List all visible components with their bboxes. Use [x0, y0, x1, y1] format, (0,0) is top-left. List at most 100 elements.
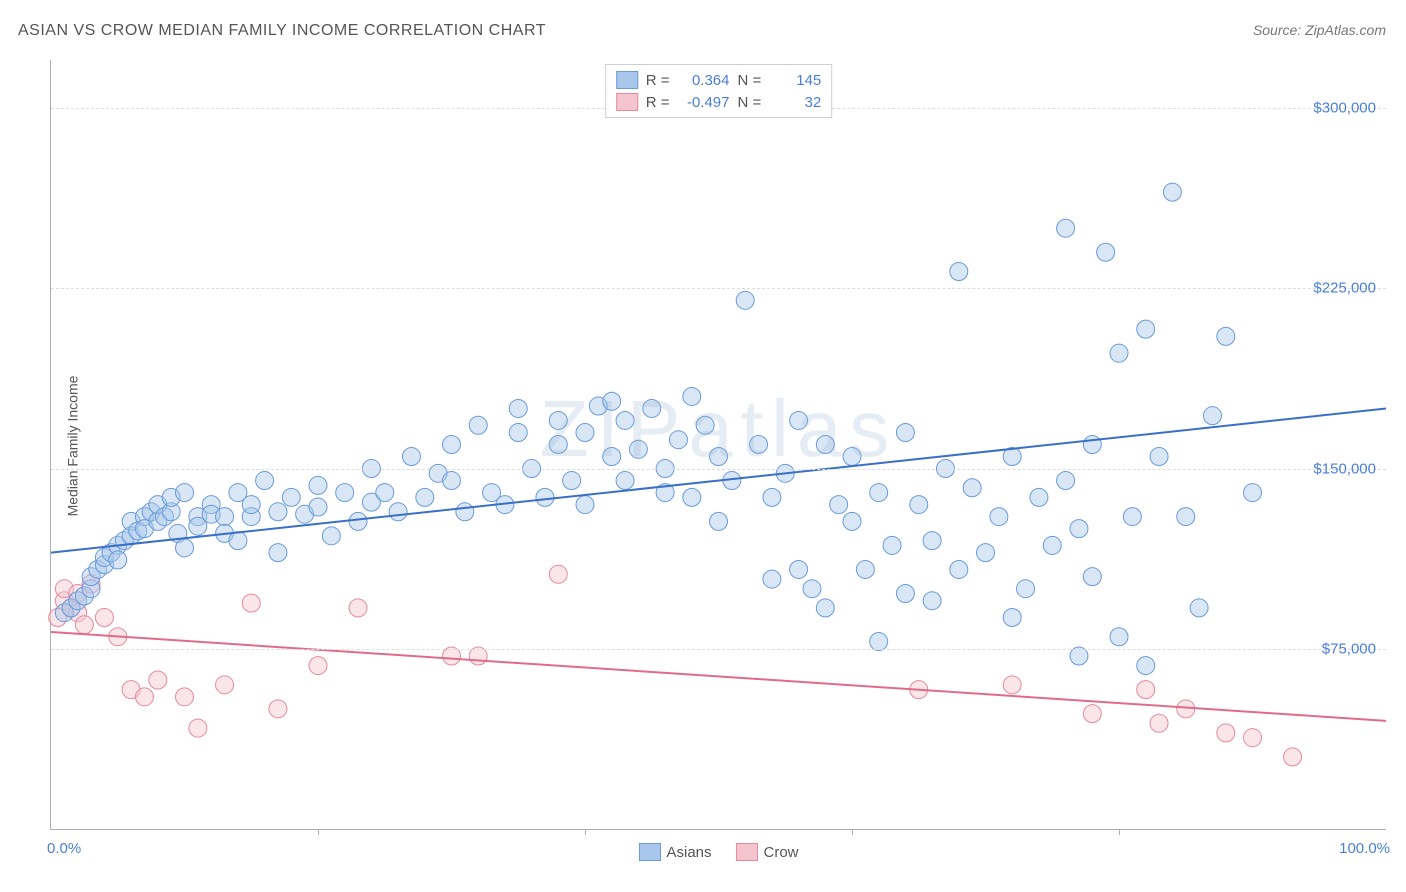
data-point: [1083, 436, 1101, 454]
data-point: [883, 536, 901, 554]
data-point: [990, 508, 1008, 526]
legend-item-asians: Asians: [638, 843, 711, 861]
data-point: [1003, 609, 1021, 627]
data-point: [950, 560, 968, 578]
correlation-legend: R = 0.364 N = 145 R = -0.497 N = 32: [605, 64, 833, 118]
data-point: [669, 431, 687, 449]
data-point: [763, 570, 781, 588]
r-label: R =: [646, 72, 670, 89]
data-point: [710, 512, 728, 530]
data-point: [1244, 729, 1262, 747]
data-point: [1043, 536, 1061, 554]
data-point: [803, 580, 821, 598]
gridline-h: [51, 469, 1386, 470]
data-point: [549, 565, 567, 583]
swatch-asians: [638, 843, 660, 861]
y-tick-label: $75,000: [1322, 640, 1376, 657]
trend-line: [51, 632, 1386, 721]
data-point: [1137, 657, 1155, 675]
data-point: [576, 496, 594, 514]
data-point: [1150, 714, 1168, 732]
data-point: [750, 436, 768, 454]
data-point: [629, 440, 647, 458]
x-tick: [318, 829, 319, 835]
data-point: [443, 436, 461, 454]
data-point: [1030, 488, 1048, 506]
data-point: [109, 551, 127, 569]
data-point: [1244, 484, 1262, 502]
data-point: [616, 472, 634, 490]
data-point: [763, 488, 781, 506]
data-point: [896, 584, 914, 602]
data-point: [509, 423, 527, 441]
n-label: N =: [738, 94, 762, 111]
data-point: [216, 508, 234, 526]
data-point: [549, 436, 567, 454]
data-point: [309, 476, 327, 494]
data-point: [242, 594, 260, 612]
data-point: [1110, 628, 1128, 646]
data-point: [616, 411, 634, 429]
data-point: [923, 592, 941, 610]
data-point: [282, 488, 300, 506]
data-point: [1083, 568, 1101, 586]
r-value-crow: -0.497: [678, 94, 730, 111]
gridline-h: [51, 649, 1386, 650]
data-point: [269, 544, 287, 562]
data-point: [843, 448, 861, 466]
source-name: ZipAtlas.com: [1305, 22, 1386, 38]
data-point: [176, 539, 194, 557]
data-point: [1110, 344, 1128, 362]
data-point: [1163, 183, 1181, 201]
legend-row-crow: R = -0.497 N = 32: [616, 91, 822, 113]
data-point: [1217, 724, 1235, 742]
data-point: [790, 560, 808, 578]
data-point: [563, 472, 581, 490]
series-legend: Asians Crow: [638, 843, 798, 861]
legend-label-crow: Crow: [764, 844, 799, 861]
swatch-crow: [736, 843, 758, 861]
source-attribution: Source: ZipAtlas.com: [1253, 22, 1386, 38]
data-point: [443, 472, 461, 490]
data-point: [536, 488, 554, 506]
data-point: [1284, 748, 1302, 766]
r-value-asians: 0.364: [678, 72, 730, 89]
data-point: [977, 544, 995, 562]
data-point: [309, 657, 327, 675]
data-point: [95, 609, 113, 627]
data-point: [963, 479, 981, 497]
data-point: [910, 496, 928, 514]
data-point: [269, 700, 287, 718]
data-point: [603, 448, 621, 466]
data-point: [75, 616, 93, 634]
data-point: [1217, 327, 1235, 345]
swatch-asians: [616, 71, 638, 89]
data-point: [389, 503, 407, 521]
data-point: [242, 496, 260, 514]
data-point: [1190, 599, 1208, 617]
chart-title: ASIAN VS CROW MEDIAN FAMILY INCOME CORRE…: [18, 22, 546, 40]
x-tick: [585, 829, 586, 835]
n-value-asians: 145: [769, 72, 821, 89]
data-point: [696, 416, 714, 434]
data-point: [736, 291, 754, 309]
x-tick: [852, 829, 853, 835]
data-point: [256, 472, 274, 490]
data-point: [176, 688, 194, 706]
n-value-crow: 32: [769, 94, 821, 111]
data-point: [349, 599, 367, 617]
data-point: [456, 503, 474, 521]
data-point: [402, 448, 420, 466]
data-point: [1097, 243, 1115, 261]
x-tick: [1119, 829, 1120, 835]
y-tick-label: $225,000: [1313, 280, 1376, 297]
data-point: [830, 496, 848, 514]
data-point: [816, 436, 834, 454]
data-point: [790, 411, 808, 429]
data-point: [549, 411, 567, 429]
r-label: R =: [646, 94, 670, 111]
legend-item-crow: Crow: [736, 843, 799, 861]
data-point: [189, 719, 207, 737]
data-point: [416, 488, 434, 506]
data-point: [1137, 681, 1155, 699]
